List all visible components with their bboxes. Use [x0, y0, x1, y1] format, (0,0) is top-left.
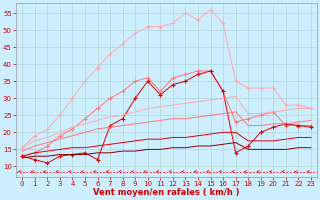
- X-axis label: Vent moyen/en rafales ( km/h ): Vent moyen/en rafales ( km/h ): [93, 188, 240, 197]
